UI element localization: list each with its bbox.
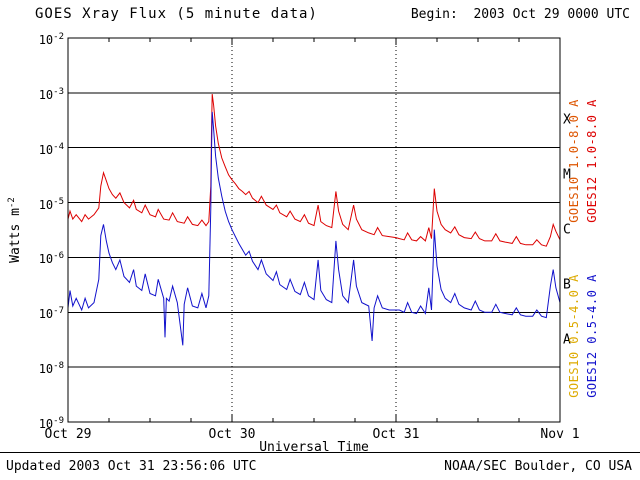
y-axis-tick-label: 10-9 [38, 416, 64, 431]
x-axis-title: Universal Time [259, 440, 369, 455]
begin-timestamp: Begin: 2003 Oct 29 0000 UTC [410, 7, 630, 22]
y-axis-tick-label: 10-5 [38, 196, 64, 212]
legend-goes10-short: GOES10 0.5-4.0 A [567, 274, 581, 398]
series-line-goes12-short [67, 111, 561, 346]
y-axis-tick-label: 10-6 [38, 251, 64, 267]
plot-border [67, 37, 561, 423]
flare-class-label-x: X [563, 112, 571, 128]
source-credit: NOAA/SEC Boulder, CO USA [444, 459, 632, 474]
x-axis-tick-label: Oct 29 [44, 427, 92, 442]
x-axis-tick-label: Nov 1 [540, 427, 580, 442]
flare-class-label-a: A [563, 332, 571, 348]
y-axis-tick-label: 10-3 [38, 86, 64, 102]
chart-title: GOES Xray Flux (5 minute data) [35, 6, 318, 22]
legend-goes10-long: GOES10 1.0-8.0 A [567, 99, 581, 223]
y-axis-tick-label: 10-2 [38, 32, 64, 47]
footer-divider [0, 452, 640, 453]
flare-class-label-m: M [563, 167, 571, 183]
y-axis-title-exponent: -2 [6, 197, 17, 209]
series-line-goes12-long [67, 94, 561, 247]
x-axis-tick-label: Oct 30 [208, 427, 256, 442]
updated-timestamp: Updated 2003 Oct 31 23:56:06 UTC [6, 459, 257, 474]
legend-goes12-long: GOES12 1.0-8.0 A [585, 99, 599, 223]
y-axis-tick-label: 10-8 [38, 361, 64, 377]
y-axis-tick-label: 10-4 [38, 141, 64, 157]
flare-class-label-b: B [563, 277, 571, 293]
y-axis-tick-label: 10-7 [38, 306, 64, 322]
flare-class-label-c: C [563, 222, 571, 238]
x-axis-tick-label: Oct 31 [372, 427, 420, 442]
legend-goes12-short: GOES12 0.5-4.0 A [585, 274, 599, 398]
